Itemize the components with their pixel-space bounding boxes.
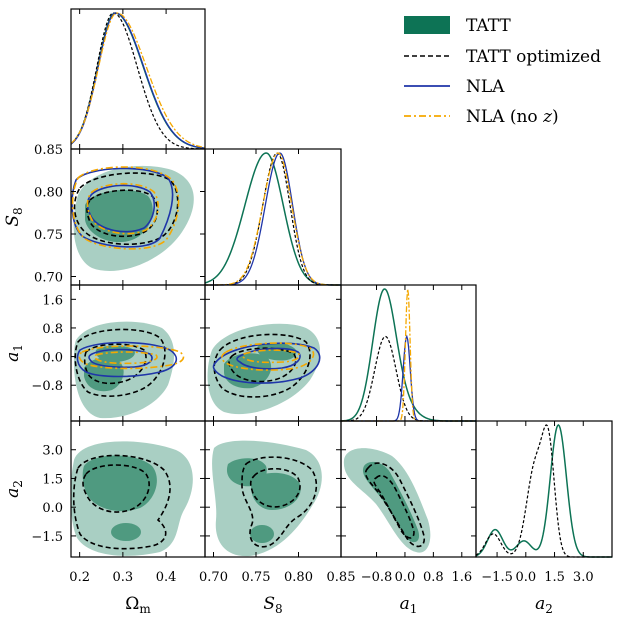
optimized-contour-95 (364, 462, 426, 548)
panel-s8-a2 (212, 440, 322, 557)
optimized-contour-95 (73, 172, 179, 246)
marginal-a1-tatt (340, 288, 476, 422)
marginal-a2-tatt (475, 424, 612, 558)
y-tick-label-a2: 1.5 (42, 472, 63, 487)
legend-label-tatt: TATT (466, 16, 511, 36)
x-axis-title-omega_m: Ωm (125, 594, 151, 616)
y-tick-label-a1: 0.8 (42, 322, 63, 337)
nla-noz-contour-95 (71, 166, 180, 250)
optimized-contour-68 (83, 343, 147, 385)
panel-omegam-a2 (71, 441, 193, 556)
x-tick-label-a2: 0.0 (515, 570, 536, 585)
nla-contour-68 (236, 347, 301, 370)
y-axis-title-a2: a2 (3, 480, 25, 498)
tatt-contour-95 (74, 321, 175, 419)
marginal-s8-nla-no-z (205, 152, 341, 286)
nla-contour-95 (76, 341, 178, 378)
y-axis-title-a1: a1 (3, 344, 25, 362)
marginal-a2-tatt-optimized (475, 424, 612, 558)
legend-label-nla-noz: NLA (no z) (466, 107, 559, 127)
x-tick-label-a1: 0.8 (423, 570, 444, 585)
panel-s8-a1 (207, 323, 321, 415)
x-axis-title-a2: a2 (535, 594, 553, 616)
y-tick-label-a2: −1.5 (31, 530, 63, 545)
tatt-contour-68-lobe (111, 523, 141, 541)
nla-noz-contour-68 (86, 182, 159, 235)
nla-noz-contour-68 (241, 349, 300, 364)
legend: TATT TATT optimized NLA NLA (no z) (404, 16, 601, 127)
x-tick-label-a1: −0.8 (361, 570, 393, 585)
tatt-contour-68-lobe (250, 525, 274, 543)
panel-frame-0-0 (70, 8, 206, 150)
nla-noz-contour-95 (78, 345, 185, 370)
tatt-contour-68 (362, 461, 420, 543)
optimized-contour-95 (72, 454, 171, 550)
y-tick-label-s8: 0.85 (34, 143, 63, 158)
y-tick-label-s8: 0.70 (34, 271, 63, 286)
nla-contour-68 (88, 348, 153, 369)
optimized-contour-68 (86, 189, 159, 238)
marginal-omega_m-tatt-optimized (70, 12, 206, 150)
optimized-contour-95 (74, 328, 166, 397)
x-tick-label-s8: 0.75 (242, 570, 271, 585)
x-tick-label-a2: −1.5 (481, 570, 513, 585)
optimized-contour-95 (241, 456, 318, 548)
marginal-omega_m-nla-no-z (70, 12, 206, 149)
optimized-contour-68 (373, 474, 415, 539)
tatt-contour-68 (226, 458, 301, 510)
optimized-contour-95 (213, 333, 311, 398)
marginal-a1-tatt-optimized (340, 335, 476, 422)
x-tick-label-s8: 0.70 (199, 570, 228, 585)
marginal-s8-tatt (204, 152, 341, 286)
y-tick-label-a2: 0.0 (42, 501, 63, 516)
tatt-contour-68 (224, 342, 297, 389)
y-tick-label-a1: −0.8 (31, 379, 63, 394)
nla-noz-contour-95 (220, 342, 315, 371)
x-axis-title-s8: S8 (263, 594, 282, 616)
legend-swatch-tatt (404, 16, 450, 34)
optimized-contour-68 (249, 467, 301, 508)
legend-label-tatt-optimized: TATT optimized (466, 47, 601, 67)
x-tick-label-omega_m: 0.4 (156, 570, 177, 585)
marginal-omega_m-tatt (70, 12, 206, 149)
x-tick-label-a2: 1.5 (544, 570, 565, 585)
y-tick-label-s8: 0.75 (34, 228, 63, 243)
x-tick-label-omega_m: 0.2 (69, 570, 90, 585)
nla-noz-contour-68 (93, 351, 158, 365)
y-tick-label-s8: 0.80 (34, 186, 63, 201)
optimized-contour-68 (82, 464, 150, 513)
x-tick-label-a1: 1.6 (451, 570, 472, 585)
panel-a1-a2 (343, 448, 431, 553)
x-tick-label-omega_m: 0.3 (113, 570, 134, 585)
marginal-a1-nla (341, 334, 476, 422)
x-tick-label-s8: 0.85 (327, 570, 356, 585)
x-tick-label-a2: 3.0 (573, 570, 594, 585)
y-tick-label-a2: 3.0 (42, 444, 63, 459)
y-axis-title-s8: S8 (3, 207, 25, 226)
marginal-omega_m-nla (70, 12, 206, 149)
y-tick-label-a1: 0.0 (42, 351, 63, 366)
tatt-contour-68 (82, 455, 157, 512)
y-tick-label-a1: 1.6 (42, 293, 63, 308)
panel-omegam-a1 (74, 321, 185, 419)
panel-omegam-s8 (71, 165, 194, 271)
x-axis-title-a1: a1 (400, 594, 418, 616)
x-tick-label-a1: 0.0 (395, 570, 416, 585)
legend-label-nla: NLA (466, 77, 505, 97)
x-tick-label-s8: 0.80 (284, 570, 313, 585)
panel-frame-3-3 (475, 420, 613, 558)
tatt-contour-68 (85, 190, 153, 243)
